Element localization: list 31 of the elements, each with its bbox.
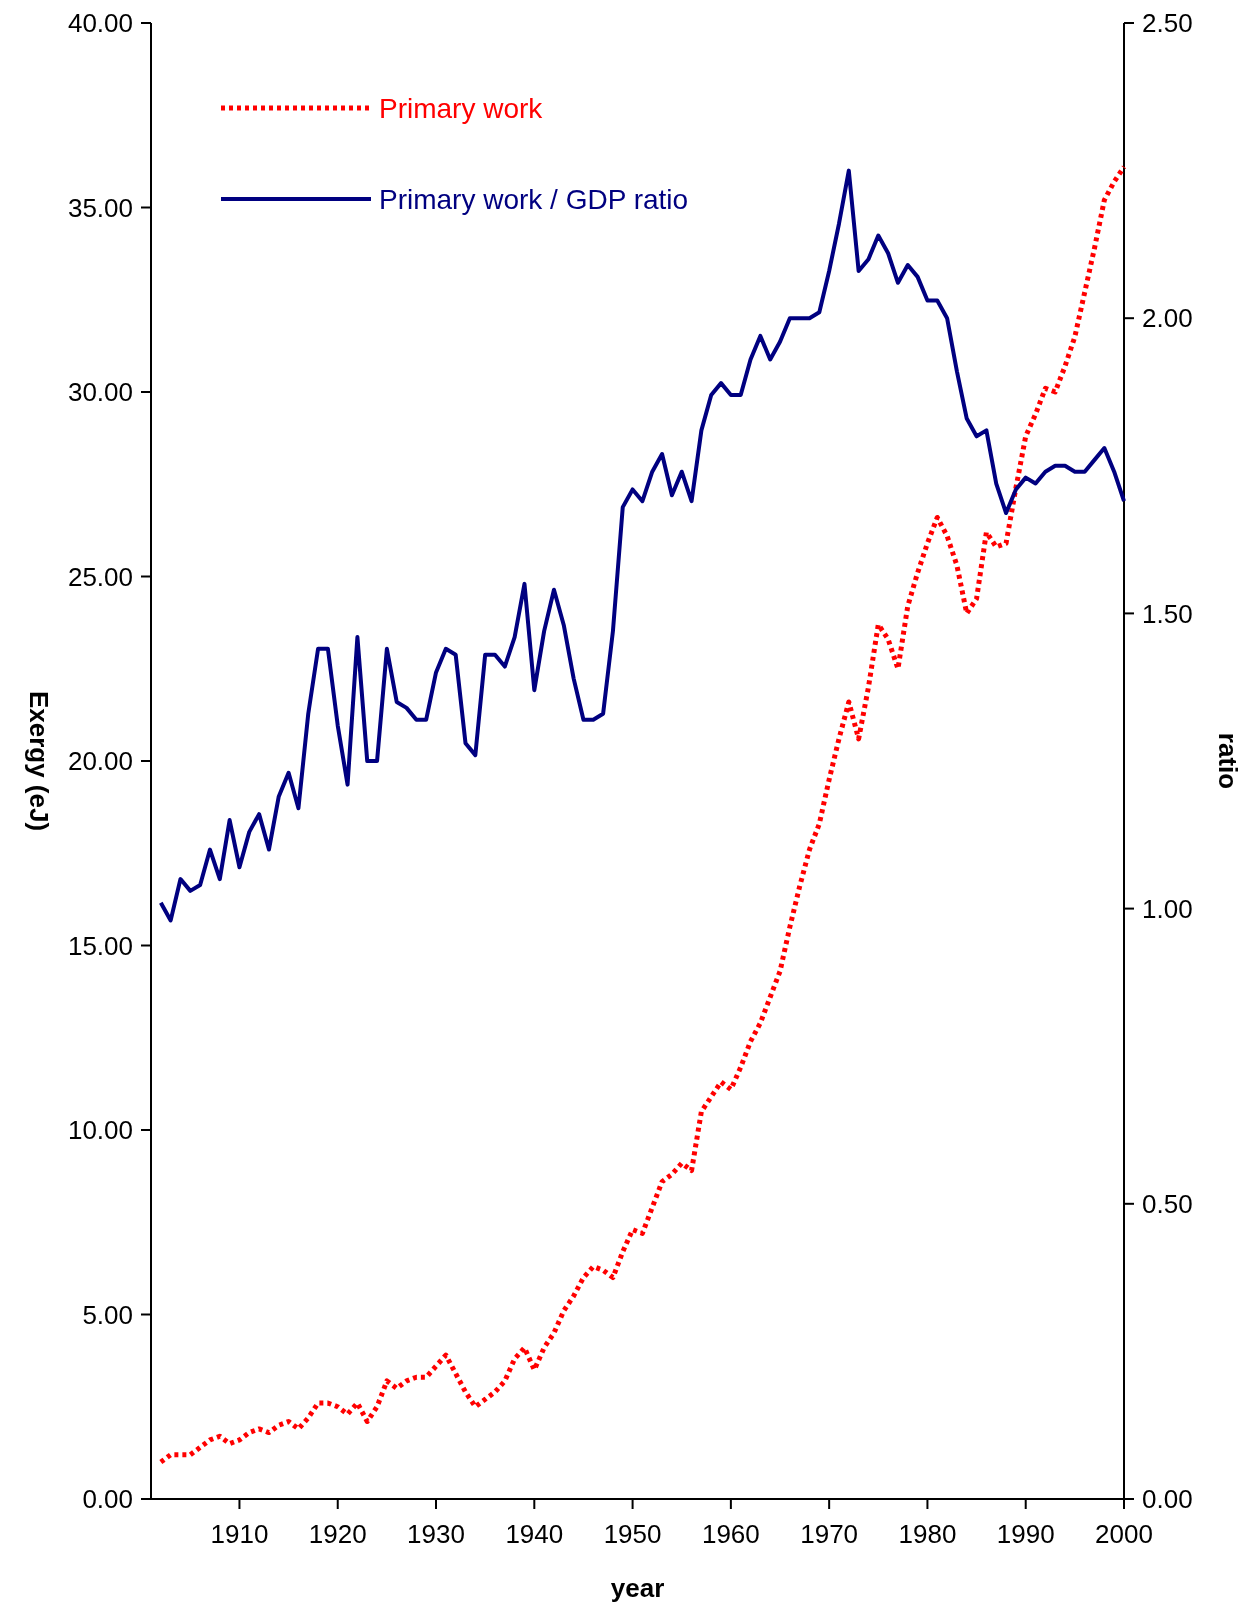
y2-tick-label: 0.00 (1142, 1484, 1193, 1515)
x-tick-label: 1940 (505, 1519, 564, 1549)
x-tick-label: 1970 (800, 1519, 859, 1549)
y-tick-label: 5.00 (82, 1299, 133, 1330)
y-tick-label: 15.00 (67, 930, 133, 961)
y-tick-label: 30.00 (67, 377, 133, 408)
x-tick-label: 2000 (1095, 1519, 1153, 1549)
y2-tick-label: 2.00 (1142, 303, 1193, 334)
x-axis-title: year (610, 1573, 665, 1603)
y2-axis-title: ratio (1213, 732, 1238, 790)
y2-tick-label: 2.50 (1142, 8, 1193, 39)
text: Primary work (379, 92, 544, 124)
x-tick-label: 1930 (407, 1519, 465, 1549)
x-tick-label: 1990 (996, 1519, 1055, 1549)
x-tick-label: 1980 (898, 1519, 957, 1549)
y-tick-label: 20.00 (67, 746, 133, 777)
y-tick-label: 25.00 (67, 561, 133, 592)
x-tick-label: 1960 (701, 1519, 760, 1549)
y2-tick-label: 1.50 (1142, 598, 1193, 629)
y-tick-label: 40.00 (67, 8, 133, 39)
y2-tick-label: 1.00 (1142, 893, 1193, 924)
line-series (158, 168, 1126, 923)
y-tick-label: 35.00 (67, 192, 133, 223)
y-tick-label: 0.00 (82, 1484, 133, 1515)
y-axis-title: Exergy (eJ) (24, 690, 54, 832)
y2-tick-label: 0.50 (1142, 1188, 1193, 1219)
x-tick-label: 1920 (308, 1519, 367, 1549)
text: Primary work / GDP ratio (379, 183, 689, 215)
x-tick-label: 1950 (603, 1519, 662, 1549)
y-tick-label: 10.00 (67, 1115, 133, 1146)
x-tick-label: 1910 (210, 1519, 269, 1549)
